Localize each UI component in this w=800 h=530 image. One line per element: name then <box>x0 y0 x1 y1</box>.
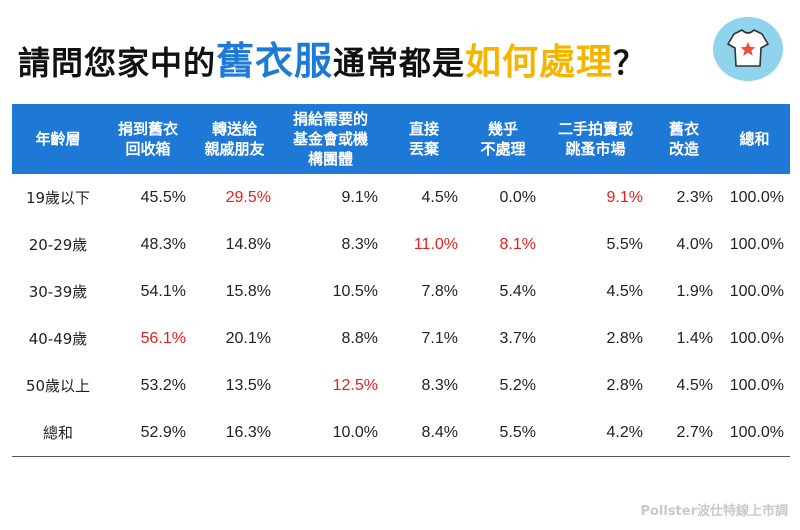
table-cell: 7.8% <box>421 282 458 300</box>
table-cell: 2.3% <box>676 188 713 206</box>
table-cell: 2.8% <box>606 376 643 394</box>
table-cell: 52.9% <box>104 409 192 457</box>
table-cell: 45.5% <box>140 188 186 206</box>
table-cell: 48.3% <box>140 235 186 253</box>
table-row: 19歲以下 45.5% 29.5% 9.1% 4.5% 0.0% 9.1% 2.3% 100.0… <box>12 174 790 221</box>
table-cell: 11.0% <box>413 235 458 253</box>
table-row: 30-39歲 54.1% 15.8% 10.5% 7.8% 5.4% 4.5% 1.9% 100… <box>12 268 790 315</box>
table-cell: 3.7% <box>499 329 536 347</box>
column-header: 直接 丟棄 <box>384 104 464 174</box>
table-cell: 100.0% <box>729 235 784 253</box>
title-part-1: 請問您家中的 <box>18 44 217 82</box>
column-header-line: 捐到舊衣 <box>117 120 178 138</box>
table-row: 40-49歲 56.1% 20.1% 8.8% 7.1% 3.7% 2.8% 1.4% 100.… <box>12 315 790 362</box>
column-header-line: 舊衣 <box>668 120 699 138</box>
table-cell: 4.0% <box>676 235 713 253</box>
row-label: 40-49歲 <box>28 330 88 348</box>
table-cell: 14.8% <box>225 235 271 253</box>
table-cell: 100.0% <box>729 329 784 347</box>
title-part-3: ？ <box>613 44 647 82</box>
column-header-line: 基金會或機 <box>292 130 368 148</box>
table-cell: 20.1% <box>225 329 271 347</box>
table-cell: 56.1% <box>140 329 186 347</box>
table-cell: 4.2% <box>542 409 649 457</box>
table-cell: 8.8% <box>341 329 378 347</box>
table-cell: 5.5% <box>606 235 643 253</box>
table-cell: 54.1% <box>140 282 186 300</box>
table-cell: 100.0% <box>719 409 790 457</box>
table-cell: 0.0% <box>499 188 536 206</box>
column-header-line: 捐給需要的 <box>292 110 368 128</box>
column-header-line: 總和 <box>739 130 770 148</box>
data-table: 年齡層 捐到舊衣 回收箱 轉送給 親戚朋友 捐給需要的 基金會或機 構團體 直接 丟棄 幾乎 不處理二… <box>12 104 790 457</box>
title-part-2: 通常都是 <box>333 44 466 82</box>
table-cell: 5.5% <box>464 409 542 457</box>
column-header: 總和 <box>719 104 790 174</box>
table-cell: 2.8% <box>606 329 643 347</box>
table-cell: 8.3% <box>341 235 378 253</box>
table-cell: 8.3% <box>421 376 458 394</box>
column-header-line: 轉送給 <box>211 120 257 138</box>
table-cell: 2.7% <box>649 409 719 457</box>
table-cell: 5.4% <box>499 282 536 300</box>
table-cell: 9.1% <box>606 188 643 206</box>
title-highlight-clothes: 舊衣服 <box>216 39 334 83</box>
column-header-line: 親戚朋友 <box>204 140 265 158</box>
table-cell: 1.4% <box>676 329 713 347</box>
table-cell: 53.2% <box>140 376 186 394</box>
table-cell: 15.8% <box>225 282 271 300</box>
column-header-line: 回收箱 <box>125 140 171 158</box>
row-label: 總和 <box>12 409 104 457</box>
table-cell: 10.0% <box>277 409 384 457</box>
row-label: 50歲以上 <box>25 377 91 395</box>
table-cell: 8.1% <box>499 235 536 253</box>
table-row: 50歲以上 53.2% 13.5% 12.5% 8.3% 5.2% 2.8% 4.5% 100.… <box>12 362 790 409</box>
table-cell: 4.5% <box>676 376 713 394</box>
column-header: 捐到舊衣 回收箱 <box>104 104 192 174</box>
column-header-line: 年齡層 <box>35 130 81 148</box>
column-header: 捐給需要的基金會或機構團體 <box>277 104 384 174</box>
column-header-line: 直接 <box>408 120 439 138</box>
table-cell: 100.0% <box>729 188 784 206</box>
table-cell: 29.5% <box>225 188 271 206</box>
column-header: 年齡層 <box>12 104 104 174</box>
table-cell: 4.5% <box>606 282 643 300</box>
source-watermark: Pollster波仕特線上市調 <box>640 504 788 519</box>
table-row: 20-29歲 48.3% 14.8% 8.3% 11.0% 8.1% 5.5% 4.0% 100… <box>12 221 790 268</box>
column-header-line: 跳蚤市場 <box>565 140 626 158</box>
column-header: 轉送給 親戚朋友 <box>192 104 277 174</box>
column-header: 舊衣 改造 <box>649 104 719 174</box>
table-cell: 100.0% <box>729 282 784 300</box>
column-header-line: 丟棄 <box>408 140 439 158</box>
table-cell: 13.5% <box>225 376 271 394</box>
table-header-row: 年齡層 捐到舊衣 回收箱 轉送給 親戚朋友 捐給需要的 基金會或機 構團體 直接 丟棄 幾乎 不處理二… <box>12 104 790 174</box>
column-header-line: 不處理 <box>480 140 526 158</box>
table-cell: 4.5% <box>421 188 458 206</box>
table-cell: 100.0% <box>729 376 784 394</box>
row-label: 30-39歲 <box>28 283 88 301</box>
table-cell: 7.1% <box>421 329 458 347</box>
table-cell: 10.5% <box>332 282 378 300</box>
table-cell: 16.3% <box>192 409 277 457</box>
row-label: 19歲以下 <box>25 189 91 207</box>
table-row: 總和 52.9% 16.3% 10.0% 8.4% 5.5% 4.2% 2.7% 100.0% <box>12 409 790 457</box>
column-header-line: 幾乎 <box>487 120 518 138</box>
table-cell: 1.9% <box>676 282 713 300</box>
table-cell: 8.4% <box>384 409 464 457</box>
column-header-line: 構團體 <box>307 150 353 168</box>
column-header-line: 改造 <box>668 140 699 158</box>
t-shirt-star-icon <box>712 16 784 82</box>
table-cell: 9.1% <box>341 188 378 206</box>
column-header: 二手拍賣或 跳蚤市場 <box>542 104 649 174</box>
page-title: 請問您家中的舊衣服通常都是如何處理？ <box>18 30 646 85</box>
title-highlight-how: 如何處理 <box>465 42 614 83</box>
column-header-line: 二手拍賣或 <box>557 120 633 138</box>
table-cell: 12.5% <box>332 376 378 394</box>
column-header: 幾乎 不處理 <box>464 104 542 174</box>
row-label: 20-29歲 <box>28 236 88 254</box>
table-cell: 5.2% <box>499 376 536 394</box>
